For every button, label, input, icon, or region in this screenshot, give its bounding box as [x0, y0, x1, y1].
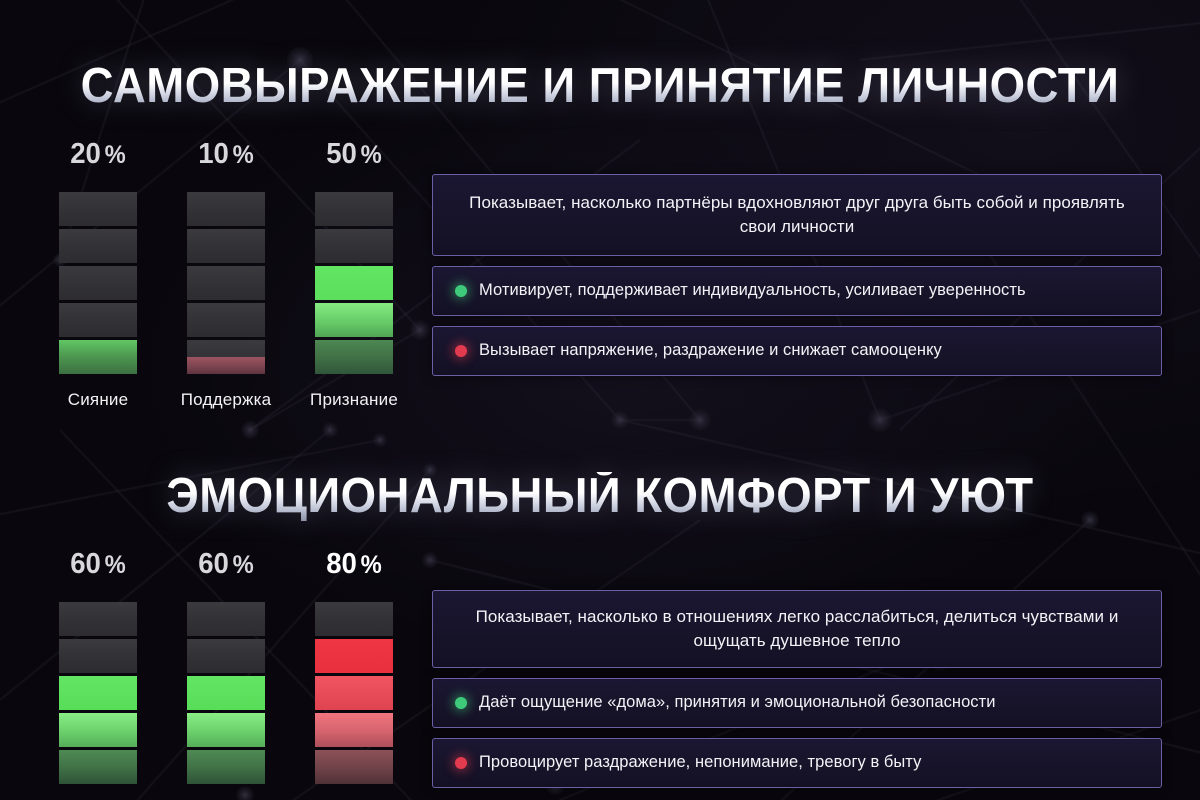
info-box-negative: Провоцирует раздражение, непонимание, тр… — [432, 738, 1162, 788]
percent-sign: % — [104, 141, 126, 169]
positive-dot-icon — [455, 285, 467, 297]
bar-fill — [187, 357, 265, 374]
info-box-positive: Мотивирует, поддерживает индивидуальност… — [432, 266, 1162, 316]
bar-label-podderzhka: Поддержка — [180, 390, 272, 409]
negative-dot-icon — [455, 757, 467, 769]
bar-fill — [59, 340, 137, 374]
bar-group-self-expression: 20% Сияние 10% — [40, 138, 420, 413]
bar-segment-filled — [59, 340, 137, 374]
percent-sign: % — [232, 551, 254, 579]
bar-percent-value: 50 — [326, 138, 357, 170]
bar-segment — [59, 303, 137, 337]
bar-segment-filled — [315, 713, 393, 747]
bar-segment-filled — [315, 750, 393, 784]
bar-segment — [59, 602, 137, 636]
section-title-self-expression: САМОВЫРАЖЕНИЕ И ПРИНЯТИЕ ЛИЧНОСТИ — [42, 62, 1158, 111]
bar-percent-priznanie: 50% — [326, 138, 382, 171]
bar-segment-filled — [315, 676, 393, 710]
bar-segment — [59, 266, 137, 300]
bar-segment-filled — [59, 713, 137, 747]
bar-segment — [187, 602, 265, 636]
bar-fill — [187, 750, 265, 784]
bar-stack-comfort-3 — [315, 602, 393, 784]
bar-segment — [187, 303, 265, 337]
bar-segment — [59, 192, 137, 226]
bar-fill — [59, 750, 137, 784]
bar-segment-filled — [59, 676, 137, 710]
bar-segment — [187, 229, 265, 263]
bar-stack-comfort-1 — [59, 602, 137, 784]
bar-percent-value: 60 — [198, 548, 229, 580]
section-title-emotional-comfort: ЭМОЦИОНАЛЬНЫЙ КОМФОРТ И УЮТ — [42, 472, 1158, 521]
bar-segment-filled — [187, 340, 265, 374]
bar-percent-comfort-2: 60% — [198, 548, 254, 581]
bar-segment-filled — [187, 713, 265, 747]
bar-segment — [315, 602, 393, 636]
info-box-text: Мотивирует, поддерживает индивидуальност… — [479, 281, 1026, 300]
bar-group-emotional-comfort: 60% 60% — [40, 548, 420, 800]
info-panel-self-expression: Показывает, насколько партнёры вдохновля… — [432, 174, 1162, 379]
info-panel-emotional-comfort: Показывает, насколько в отношениях легко… — [432, 590, 1162, 795]
bar-segment-filled — [315, 303, 393, 337]
bar-segment — [59, 639, 137, 673]
bar-segment — [187, 266, 265, 300]
bar-percent-podderzhka: 10% — [198, 138, 254, 171]
bar-stack-priznanie — [315, 192, 393, 374]
bar-percent-value: 10 — [198, 138, 229, 170]
bar-percent-comfort-1: 60% — [70, 548, 126, 581]
negative-dot-icon — [455, 345, 467, 357]
positive-dot-icon — [455, 697, 467, 709]
bar-fill — [315, 676, 393, 710]
percent-sign: % — [360, 141, 382, 169]
bar-fill — [59, 676, 137, 710]
info-box-description: Показывает, насколько в отношениях легко… — [432, 590, 1162, 668]
info-box-text: Показывает, насколько в отношениях легко… — [475, 606, 1119, 650]
percent-sign: % — [232, 141, 254, 169]
bar-segment-filled — [315, 266, 393, 300]
percent-sign: % — [104, 551, 126, 579]
bar-stack-podderzhka — [187, 192, 265, 374]
bar-segment — [315, 192, 393, 226]
bar-label-priznanie: Признание — [310, 390, 398, 409]
bar-percent-value: 20 — [70, 138, 101, 170]
bar-fill — [315, 303, 393, 337]
bar-stack-siyanie — [59, 192, 137, 374]
bar-fill — [187, 676, 265, 710]
bar-fill — [315, 639, 393, 673]
bar-percent-siyanie: 20% — [70, 138, 126, 171]
bar-percent-value: 60 — [70, 548, 101, 580]
info-box-positive: Даёт ощущение «дома», принятия и эмоцион… — [432, 678, 1162, 728]
info-box-text: Показывает, насколько партнёры вдохновля… — [469, 192, 1125, 236]
bar-label-siyanie: Сияние — [67, 390, 129, 409]
bar-fill — [315, 340, 393, 374]
bar-fill — [315, 750, 393, 784]
bar-segment-filled — [187, 676, 265, 710]
bar-fill — [315, 713, 393, 747]
bar-fill — [315, 266, 393, 300]
info-box-text: Провоцирует раздражение, непонимание, тр… — [479, 753, 922, 772]
bar-segment — [59, 229, 137, 263]
bar-segment — [187, 192, 265, 226]
bar-segment — [315, 229, 393, 263]
bar-stack-comfort-2 — [187, 602, 265, 784]
info-box-text: Вызывает напряжение, раздражение и снижа… — [479, 341, 942, 360]
info-box-description: Показывает, насколько партнёры вдохновля… — [432, 174, 1162, 256]
bar-segment-filled — [59, 750, 137, 784]
bar-segment-filled — [315, 340, 393, 374]
percent-sign: % — [360, 551, 382, 579]
bar-percent-comfort-3: 80% — [326, 548, 382, 581]
info-box-negative: Вызывает напряжение, раздражение и снижа… — [432, 326, 1162, 376]
bar-fill — [59, 713, 137, 747]
bar-segment-filled — [315, 639, 393, 673]
bar-segment — [187, 639, 265, 673]
bar-fill — [187, 713, 265, 747]
info-box-text: Даёт ощущение «дома», принятия и эмоцион… — [479, 693, 996, 712]
bar-segment-filled — [187, 750, 265, 784]
bar-percent-value: 80 — [326, 548, 357, 580]
